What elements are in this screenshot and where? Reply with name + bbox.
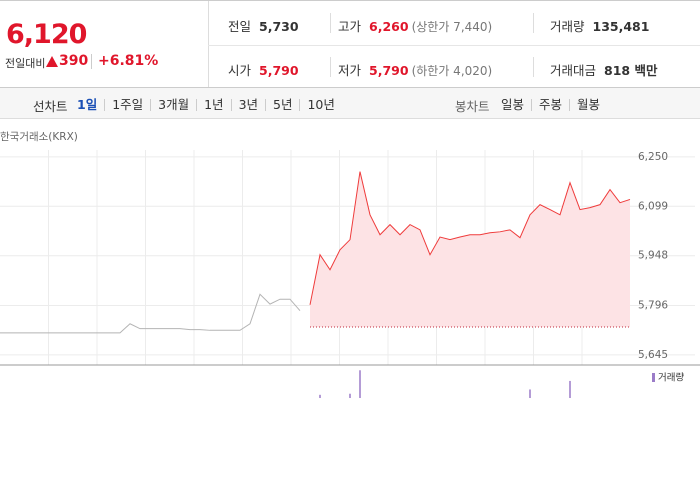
up-arrow bbox=[46, 56, 58, 67]
stat: 고가 6,260 (상한가 7,440) bbox=[338, 16, 492, 35]
stat-value: 5,790 bbox=[369, 63, 409, 78]
separator bbox=[330, 57, 331, 77]
separator bbox=[91, 54, 92, 69]
legend-swatch bbox=[652, 373, 655, 382]
tab-bar: 선차트 1일 1주일 3개월 1년 3년 5년 10년 봉차트 일봉 주봉 월봉 bbox=[0, 88, 700, 119]
legend-label: 거래량 bbox=[658, 372, 684, 384]
stat-value: 6,260 bbox=[369, 19, 409, 34]
tab[interactable]: 주봉 bbox=[531, 98, 569, 111]
chart: 한국거래소(KRX) 6,250 6,099 5,948 5,796 5,645 거래량 bbox=[0, 131, 700, 398]
stat-value: 5,790 bbox=[259, 63, 299, 78]
stat-value: 135,481 bbox=[592, 19, 650, 34]
line-chart-label: 선차트 bbox=[33, 99, 68, 114]
y-tick-label: 5,645 bbox=[638, 349, 668, 361]
separator bbox=[208, 45, 700, 46]
period-tabs: 1일 1주일 3개월 1년 3년 5년 10년 bbox=[70, 97, 342, 112]
y-tick-label: 5,796 bbox=[638, 299, 668, 311]
stat-value: 5,730 bbox=[259, 19, 299, 34]
stat-label: 거래량 bbox=[550, 19, 585, 34]
tab[interactable]: 5년 bbox=[265, 98, 299, 111]
tab[interactable]: 일봉 bbox=[501, 97, 525, 112]
y-tick-label: 6,250 bbox=[638, 151, 668, 163]
volume-bar bbox=[359, 370, 361, 398]
tab[interactable]: 1주일 bbox=[104, 98, 150, 111]
change-label: 전일대비 bbox=[5, 57, 46, 70]
y-tick-label: 6,099 bbox=[638, 200, 668, 212]
tab[interactable]: 10년 bbox=[299, 98, 341, 111]
stat-label: 시가 bbox=[228, 63, 252, 78]
stat-label: 전일 bbox=[228, 19, 252, 34]
stat: 거래량 135,481 bbox=[550, 16, 649, 35]
source: 한국거래소(KRX) bbox=[0, 131, 78, 143]
change: 390 bbox=[59, 53, 89, 69]
area-fill bbox=[310, 171, 630, 328]
stat-label: 거래대금 bbox=[550, 63, 597, 78]
volume-bar bbox=[529, 389, 531, 398]
tab[interactable]: 3년 bbox=[230, 98, 265, 111]
stat-label: 저가 bbox=[338, 63, 362, 78]
tab[interactable]: 월봉 bbox=[569, 98, 607, 111]
current-price: 6,120 bbox=[6, 19, 87, 50]
stat: 시가 5,790 bbox=[228, 60, 299, 79]
separator bbox=[533, 13, 534, 33]
stat: 저가 5,790 (하한가 4,020) bbox=[338, 60, 492, 79]
separator bbox=[208, 1, 209, 87]
separator bbox=[330, 13, 331, 33]
volume-bar bbox=[349, 393, 351, 398]
change-rate: +6.81% bbox=[98, 53, 159, 69]
y-tick-label: 5,948 bbox=[638, 250, 668, 262]
stat-note: (상한가 7,440) bbox=[411, 20, 493, 34]
stat: 거래대금 818 백만 bbox=[550, 60, 657, 79]
stat-value: 818 백만 bbox=[604, 63, 658, 78]
stat: 전일 5,730 bbox=[228, 16, 299, 35]
price-line bbox=[309, 171, 631, 305]
tab[interactable]: 1일 bbox=[77, 97, 98, 112]
stat-note: (하한가 4,020) bbox=[411, 64, 493, 78]
summary-panel: 6,120 전일대비 390 +6.81% 전일 5,730 고가 6,260 (상한… bbox=[0, 0, 700, 88]
stat-label: 고가 bbox=[338, 19, 362, 34]
tab[interactable]: 1년 bbox=[196, 98, 230, 111]
tab[interactable]: 3개월 bbox=[150, 98, 196, 111]
price-line bbox=[0, 293, 301, 334]
volume-bar bbox=[319, 394, 321, 398]
separator bbox=[533, 57, 534, 77]
candle-chart-label: 봉차트 bbox=[455, 99, 490, 114]
volume-bar bbox=[569, 380, 571, 398]
candle-tabs: 일봉 주봉 월봉 bbox=[494, 97, 607, 112]
